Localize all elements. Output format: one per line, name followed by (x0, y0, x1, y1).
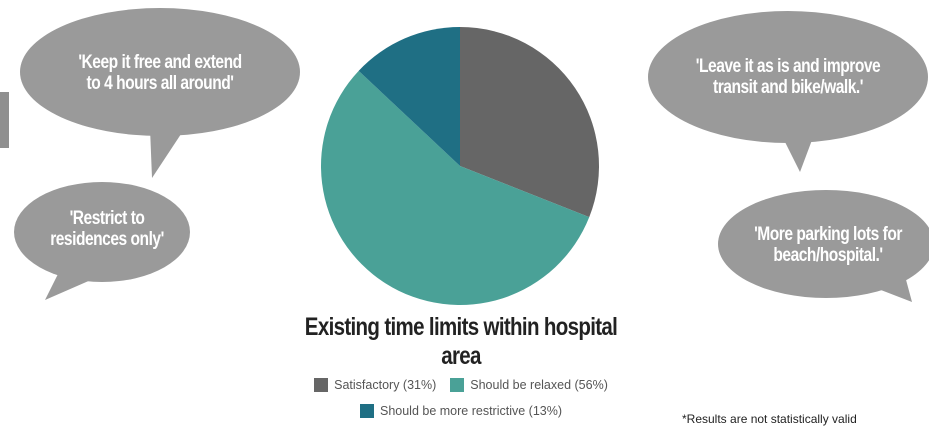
quote-bottom-right-line-1: 'More parking lots for (754, 224, 902, 245)
legend-item-satisfactory: Satisfactory (31%) (314, 378, 436, 392)
legend-label-relaxed: Should be relaxed (56%) (470, 378, 608, 392)
pie-chart (320, 27, 599, 306)
pie-slice-should-be-more-restrictive (358, 27, 460, 166)
legend-swatch-satisfactory (314, 378, 329, 392)
speech-bubble-top-right (648, 11, 928, 172)
footnote: *Results are not statistically valid (682, 412, 857, 426)
legend-label-satisfactory: Satisfactory (31%) (334, 378, 437, 392)
quote-bottom-right-line-2: beach/hospital.' (773, 245, 883, 266)
quote-bottom-left: 'Restrict to residences only' (37, 208, 176, 250)
legend-item-restrictive: Should be more restrictive (13%) (359, 404, 563, 418)
quote-top-right: 'Leave it as is and improve transit and … (681, 56, 894, 98)
speech-bubble-top-left (20, 8, 300, 178)
legend-swatch-relaxed (450, 378, 465, 392)
quote-top-left: 'Keep it free and extend to 4 hours all … (62, 52, 259, 94)
legend-label-restrictive: Should be more restrictive (13%) (379, 404, 563, 418)
legend-row-2: Should be more restrictive (13%) (250, 404, 672, 418)
chart-title: Existing time limits within hospital are… (304, 313, 618, 370)
pie-slice-satisfactory (460, 27, 599, 218)
legend-row-1: Satisfactory (31%) Should be relaxed (56… (250, 378, 672, 392)
quote-top-right-line-1: 'Leave it as is and improve (695, 56, 881, 77)
quote-bottom-right: 'More parking lots for beach/hospital.' (748, 224, 909, 266)
quote-top-right-line-2: transit and bike/walk.' (713, 77, 863, 98)
left-edge-tab (0, 92, 9, 148)
quote-top-left-line-1: 'Keep it free and extend (78, 52, 242, 73)
pie-slice-should-be-relaxed (320, 70, 590, 306)
quote-bottom-left-line-1: 'Restrict to (69, 208, 145, 229)
speech-bubble-bottom-left (14, 182, 190, 300)
legend-item-relaxed: Should be relaxed (56%) (450, 378, 608, 392)
quote-bottom-left-line-2: residences only' (50, 229, 164, 250)
legend-swatch-restrictive (359, 404, 374, 418)
quote-top-left-line-2: to 4 hours all around' (86, 73, 234, 94)
speech-bubble-bottom-right (718, 190, 929, 302)
